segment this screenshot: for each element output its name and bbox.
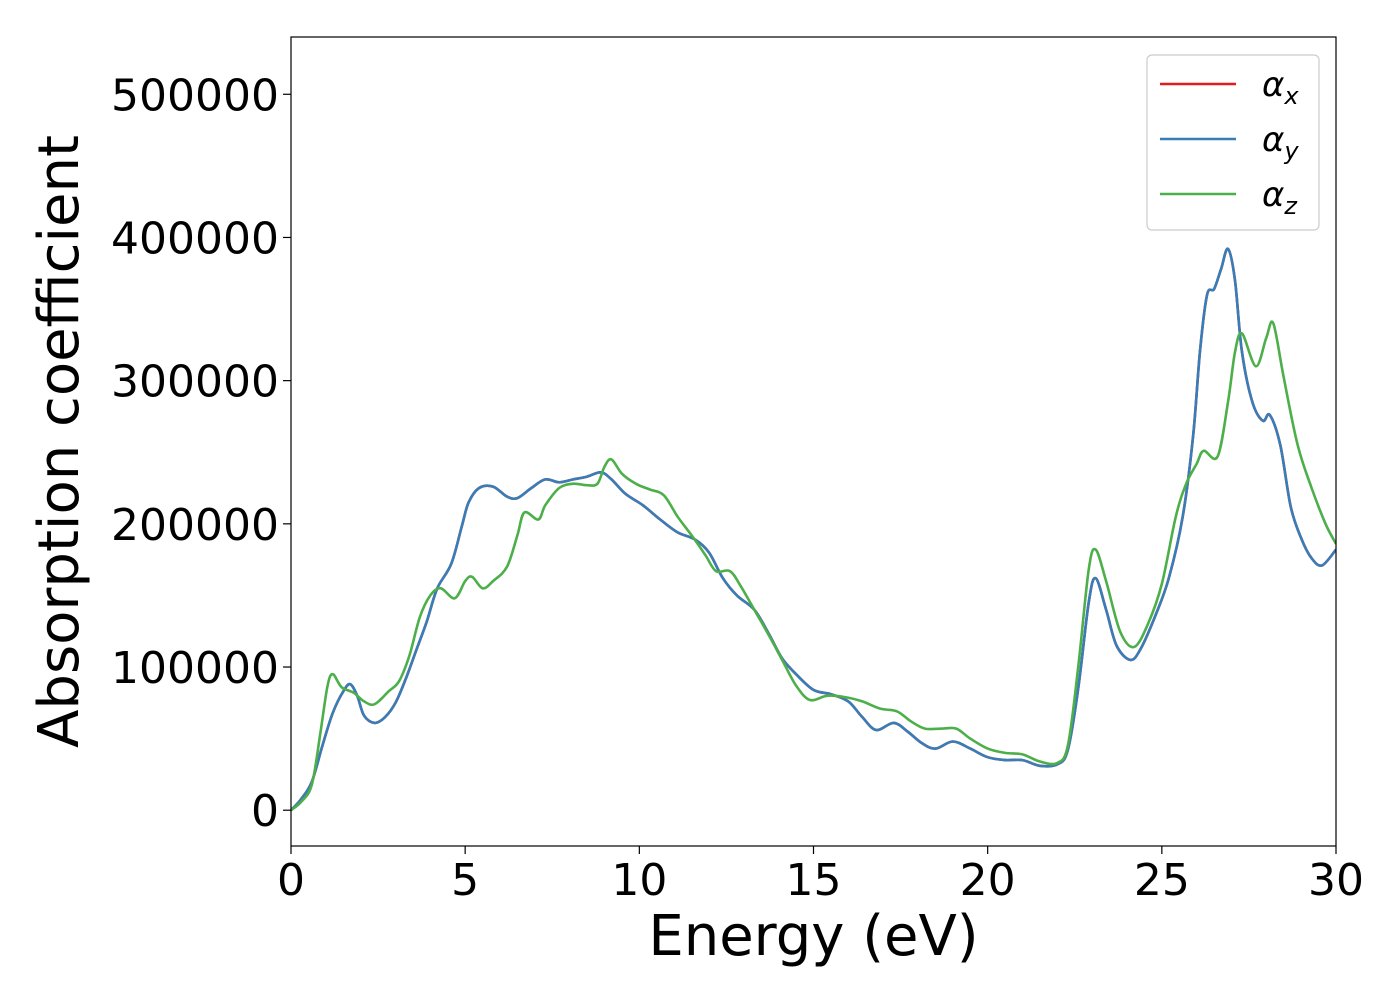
- plot-frame: [290, 36, 1337, 847]
- y-tick-label: 500000: [111, 70, 279, 121]
- x-tick-label: 20: [960, 855, 1016, 906]
- y-tick-label: 100000: [111, 643, 279, 694]
- legend-box: [1146, 54, 1320, 231]
- x-axis-ticks: 0 5 10 15 20 25 30: [277, 846, 1364, 906]
- x-tick-label: 15: [786, 855, 842, 906]
- legend-label-x: αx: [1262, 65, 1299, 110]
- legend-symbol: α: [1262, 175, 1284, 215]
- series-line-z: [291, 320, 1336, 812]
- x-tick-label: 30: [1308, 855, 1364, 906]
- x-tick-label: 5: [451, 855, 479, 906]
- series-line-y: [291, 247, 1336, 812]
- legend-symbol: α: [1262, 65, 1284, 105]
- x-tick-label: 25: [1134, 855, 1190, 906]
- x-axis-title: Energy (eV): [648, 904, 978, 969]
- y-tick-label: 400000: [111, 213, 279, 264]
- legend-subscript: x: [1283, 82, 1299, 110]
- plot-lines: [291, 247, 1336, 812]
- legend-label-z: αz: [1262, 175, 1298, 220]
- x-tick-label: 0: [277, 855, 305, 906]
- legend-subscript: z: [1283, 192, 1298, 220]
- y-tick-label: 200000: [111, 500, 279, 551]
- y-axis-title: Absorption coefficient: [27, 135, 92, 748]
- legend-label-y: αy: [1262, 120, 1299, 165]
- y-axis-ticks: 0 100000 200000 300000 400000 500000: [111, 70, 291, 837]
- x-tick-label: 10: [611, 855, 667, 906]
- legend-subscript: y: [1283, 137, 1299, 165]
- y-tick-label: 300000: [111, 357, 279, 408]
- legend-symbol: α: [1262, 120, 1284, 160]
- y-tick-label: 0: [251, 786, 279, 837]
